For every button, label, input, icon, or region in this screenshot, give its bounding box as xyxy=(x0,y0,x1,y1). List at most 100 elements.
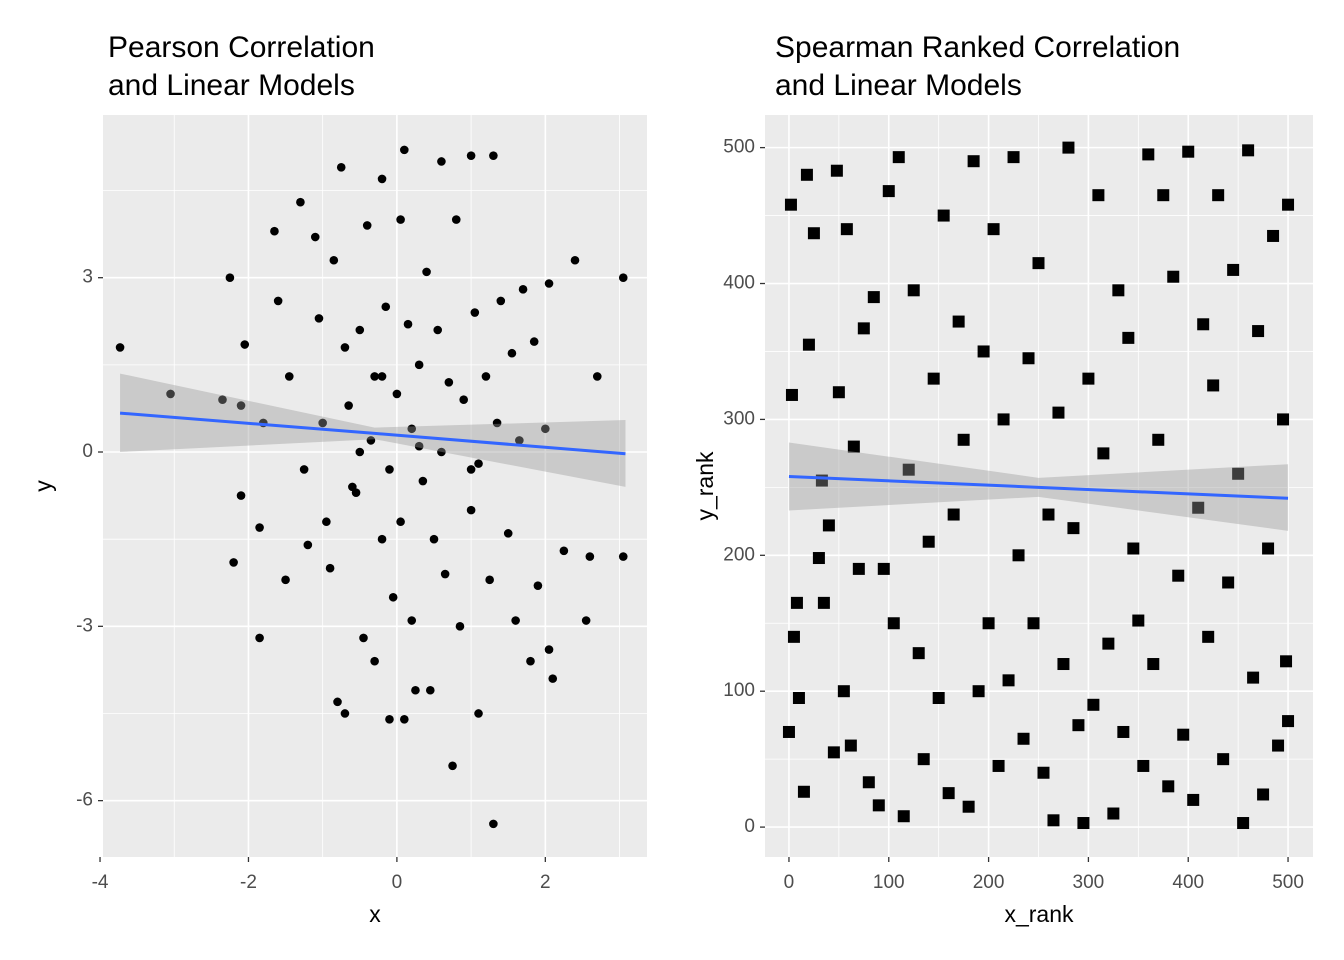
point xyxy=(927,372,940,385)
point xyxy=(1282,198,1295,211)
point xyxy=(403,319,413,329)
x-tick-label: 300 xyxy=(1073,872,1105,893)
point xyxy=(802,338,815,351)
point xyxy=(474,709,483,718)
y-tick-label: 0 xyxy=(82,441,93,462)
point xyxy=(882,185,895,198)
point xyxy=(225,273,235,282)
point xyxy=(987,223,1000,236)
point xyxy=(385,465,394,474)
point xyxy=(333,697,342,707)
point xyxy=(807,227,820,240)
point xyxy=(451,215,461,224)
point xyxy=(897,810,910,823)
chart-title: Spearman Ranked Correlation xyxy=(775,31,1180,64)
point xyxy=(329,255,339,265)
x-tick-label: 500 xyxy=(1272,872,1304,893)
point xyxy=(1152,433,1165,446)
x-axis-title: x xyxy=(369,901,381,927)
x-tick-label: 200 xyxy=(973,872,1005,893)
y-tick-label: 3 xyxy=(82,267,93,288)
point xyxy=(1052,406,1065,419)
point xyxy=(425,685,435,695)
point xyxy=(429,534,439,544)
point xyxy=(340,343,350,352)
confidence-band xyxy=(120,373,626,487)
point xyxy=(1137,759,1150,772)
point xyxy=(314,314,324,323)
point xyxy=(982,617,995,630)
x-tick-label: -2 xyxy=(240,872,257,893)
point xyxy=(1277,413,1290,426)
point xyxy=(466,151,476,160)
point xyxy=(1182,145,1195,158)
point xyxy=(1232,467,1245,480)
point xyxy=(1072,719,1085,732)
point xyxy=(481,372,491,381)
point xyxy=(902,463,915,476)
point xyxy=(817,596,830,609)
x-tick-label: 100 xyxy=(873,872,905,893)
point xyxy=(1102,637,1115,650)
y-axis-title: y_rank xyxy=(692,451,718,521)
point xyxy=(1167,270,1180,283)
point xyxy=(1112,284,1125,297)
point xyxy=(1192,501,1205,514)
point xyxy=(957,433,970,446)
point xyxy=(396,215,405,224)
point xyxy=(947,508,960,521)
point xyxy=(847,440,860,453)
point xyxy=(518,285,528,294)
point xyxy=(325,563,335,573)
point xyxy=(1132,614,1145,627)
x-tick-label: 0 xyxy=(392,872,403,893)
point xyxy=(997,413,1010,426)
point xyxy=(917,753,930,766)
point xyxy=(892,151,905,164)
point xyxy=(1037,766,1050,779)
point xyxy=(1247,671,1260,684)
point xyxy=(912,647,925,660)
point xyxy=(1022,352,1035,365)
point xyxy=(1212,189,1225,202)
point xyxy=(952,315,965,328)
point xyxy=(489,151,498,160)
point xyxy=(1107,807,1120,820)
point xyxy=(340,709,350,718)
x-tick-label: 2 xyxy=(540,872,551,893)
point xyxy=(1202,630,1215,643)
point xyxy=(812,552,825,565)
point xyxy=(832,386,845,399)
point xyxy=(942,787,955,800)
point xyxy=(1092,189,1105,202)
point xyxy=(1252,325,1265,338)
point xyxy=(455,622,465,631)
point xyxy=(115,343,125,352)
point xyxy=(440,569,450,579)
point xyxy=(422,267,431,277)
point xyxy=(437,447,446,457)
point xyxy=(1262,542,1275,555)
point xyxy=(967,155,980,168)
point xyxy=(544,645,554,654)
point xyxy=(1017,732,1030,745)
point xyxy=(385,714,394,724)
chart-title: Pearson Correlation xyxy=(108,31,375,64)
point xyxy=(541,424,550,434)
x-tick-label: 0 xyxy=(784,872,795,893)
point xyxy=(784,198,797,211)
point xyxy=(400,145,409,155)
point xyxy=(872,799,885,812)
point xyxy=(800,168,813,181)
point xyxy=(507,348,517,358)
point xyxy=(303,540,313,550)
point xyxy=(236,401,246,410)
point xyxy=(318,418,327,428)
point xyxy=(1272,739,1285,752)
point xyxy=(1097,447,1110,460)
point xyxy=(867,291,880,304)
point xyxy=(344,401,353,410)
point xyxy=(618,552,628,561)
point xyxy=(281,575,290,585)
